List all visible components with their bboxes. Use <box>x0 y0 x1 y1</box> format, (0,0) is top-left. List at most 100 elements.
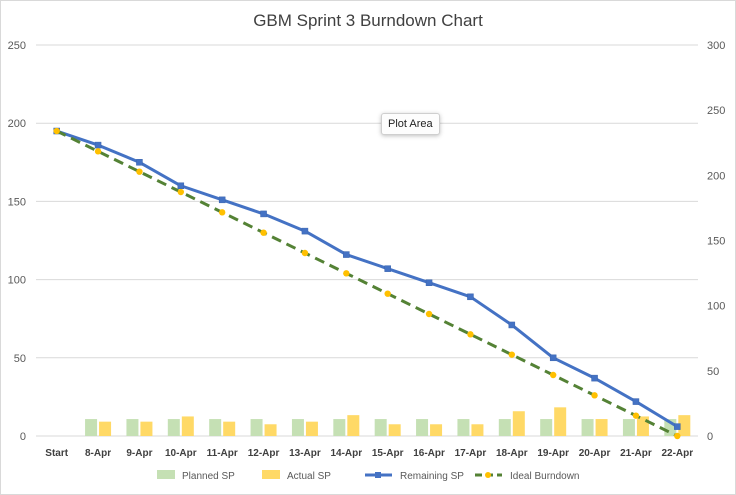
bar-planned-sp[interactable] <box>540 419 553 436</box>
bar-planned-sp[interactable] <box>250 419 263 436</box>
x-tick-label: 9-Apr <box>126 448 152 459</box>
bar-planned-sp[interactable] <box>126 419 139 436</box>
bar-actual-sp[interactable] <box>305 421 318 436</box>
y-left-tick-label: 50 <box>14 353 26 365</box>
point-ideal-burndown[interactable] <box>136 168 143 175</box>
bar-actual-sp[interactable] <box>223 421 236 436</box>
legend-swatch-actual-sp <box>262 470 280 479</box>
x-tick-label: 22-Apr <box>661 448 693 459</box>
point-remaining-sp[interactable] <box>632 398 640 405</box>
point-ideal-burndown[interactable] <box>467 331 474 338</box>
y-right-tick-label: 300 <box>707 40 725 52</box>
line-remaining-sp[interactable] <box>56 129 679 428</box>
point-remaining-sp[interactable] <box>94 141 102 149</box>
bar-planned-sp[interactable] <box>581 419 594 436</box>
x-tick-label: Start <box>45 448 68 459</box>
point-remaining-sp[interactable] <box>384 265 391 272</box>
x-tick-label: 18-Apr <box>496 448 528 459</box>
point-ideal-burndown[interactable] <box>508 351 516 358</box>
x-tick-label: 17-Apr <box>455 448 487 459</box>
point-remaining-sp[interactable] <box>467 293 474 301</box>
bar-actual-sp[interactable] <box>430 424 443 436</box>
point-remaining-sp[interactable] <box>343 251 350 258</box>
legend-marker-ideal-burndown <box>485 472 491 478</box>
point-remaining-sp[interactable] <box>136 159 143 166</box>
y-left-tick-label: 100 <box>8 275 26 287</box>
x-tick-label: 8-Apr <box>85 448 111 459</box>
point-remaining-sp[interactable] <box>425 279 433 286</box>
point-remaining-sp[interactable] <box>674 423 681 430</box>
point-ideal-burndown[interactable] <box>384 290 391 297</box>
plot-area-tooltip: Plot Area <box>381 113 440 135</box>
point-ideal-burndown[interactable] <box>425 310 433 318</box>
y-right-tick-label: 150 <box>707 236 725 248</box>
point-ideal-burndown[interactable] <box>343 270 350 277</box>
point-ideal-burndown[interactable] <box>177 188 185 196</box>
bar-actual-sp[interactable] <box>264 424 277 436</box>
legend-label-remaining-sp: Remaining SP <box>400 471 464 482</box>
bar-planned-sp[interactable] <box>333 419 346 436</box>
point-ideal-burndown[interactable] <box>260 229 267 236</box>
x-tick-label: 21-Apr <box>620 448 652 459</box>
bar-actual-sp[interactable] <box>347 415 360 436</box>
bar-planned-sp[interactable] <box>457 419 470 436</box>
point-ideal-burndown[interactable] <box>674 432 681 440</box>
bar-planned-sp[interactable] <box>85 419 98 436</box>
y-right-tick-label: 250 <box>707 105 725 117</box>
legend-label-actual-sp: Actual SP <box>287 471 331 482</box>
line-ideal-burndown[interactable] <box>56 129 678 438</box>
x-tick-label: 13-Apr <box>289 448 321 459</box>
bar-actual-sp[interactable] <box>388 424 401 436</box>
x-tick-label: 20-Apr <box>579 448 611 459</box>
bar-planned-sp[interactable] <box>167 419 180 436</box>
point-remaining-sp[interactable] <box>591 374 598 382</box>
point-remaining-sp[interactable] <box>218 196 226 204</box>
point-ideal-burndown[interactable] <box>94 148 102 155</box>
y-left-tick-label: 200 <box>8 118 26 130</box>
y-right-tick-label: 200 <box>707 170 725 182</box>
bar-planned-sp[interactable] <box>209 419 222 436</box>
point-remaining-sp[interactable] <box>301 227 309 235</box>
bar-planned-sp[interactable] <box>291 419 304 436</box>
bar-actual-sp[interactable] <box>636 416 649 436</box>
x-tick-label: 11-Apr <box>207 448 238 459</box>
bar-actual-sp[interactable] <box>554 407 567 436</box>
bar-actual-sp[interactable] <box>678 415 691 436</box>
point-remaining-sp[interactable] <box>177 182 185 190</box>
x-tick-label: 16-Apr <box>413 448 445 459</box>
legend-swatch-planned-sp <box>157 470 175 479</box>
y-right-tick-label: 100 <box>707 301 725 313</box>
point-ideal-burndown[interactable] <box>591 392 598 399</box>
point-remaining-sp[interactable] <box>549 354 557 362</box>
point-remaining-sp[interactable] <box>508 321 516 329</box>
y-left-tick-label: 0 <box>20 431 26 443</box>
bar-actual-sp[interactable] <box>595 419 608 436</box>
x-tick-label: 15-Apr <box>372 448 404 459</box>
x-tick-label: 12-Apr <box>248 448 280 459</box>
legend-label-ideal-burndown: Ideal Burndown <box>510 471 580 482</box>
point-ideal-burndown[interactable] <box>632 412 640 419</box>
y-right-tick-label: 50 <box>707 366 719 378</box>
bar-actual-sp[interactable] <box>181 416 194 436</box>
bar-planned-sp[interactable] <box>374 419 387 436</box>
bar-planned-sp[interactable] <box>416 419 429 436</box>
x-tick-label: 14-Apr <box>330 448 362 459</box>
legend-marker-remaining-sp <box>375 472 381 478</box>
bar-planned-sp[interactable] <box>622 419 635 436</box>
legend-label-planned-sp: Planned SP <box>182 471 235 482</box>
bar-planned-sp[interactable] <box>498 419 511 436</box>
bar-actual-sp[interactable] <box>471 424 484 436</box>
point-ideal-burndown[interactable] <box>53 127 60 135</box>
y-left-tick-label: 250 <box>8 40 26 52</box>
y-right-tick-label: 0 <box>707 431 713 443</box>
x-tick-label: 10-Apr <box>165 448 197 459</box>
point-remaining-sp[interactable] <box>260 210 267 218</box>
point-ideal-burndown[interactable] <box>301 249 309 257</box>
bar-actual-sp[interactable] <box>512 411 525 436</box>
point-ideal-burndown[interactable] <box>218 209 226 216</box>
point-ideal-burndown[interactable] <box>549 371 557 379</box>
bar-actual-sp[interactable] <box>140 421 153 436</box>
bar-actual-sp[interactable] <box>99 421 112 436</box>
